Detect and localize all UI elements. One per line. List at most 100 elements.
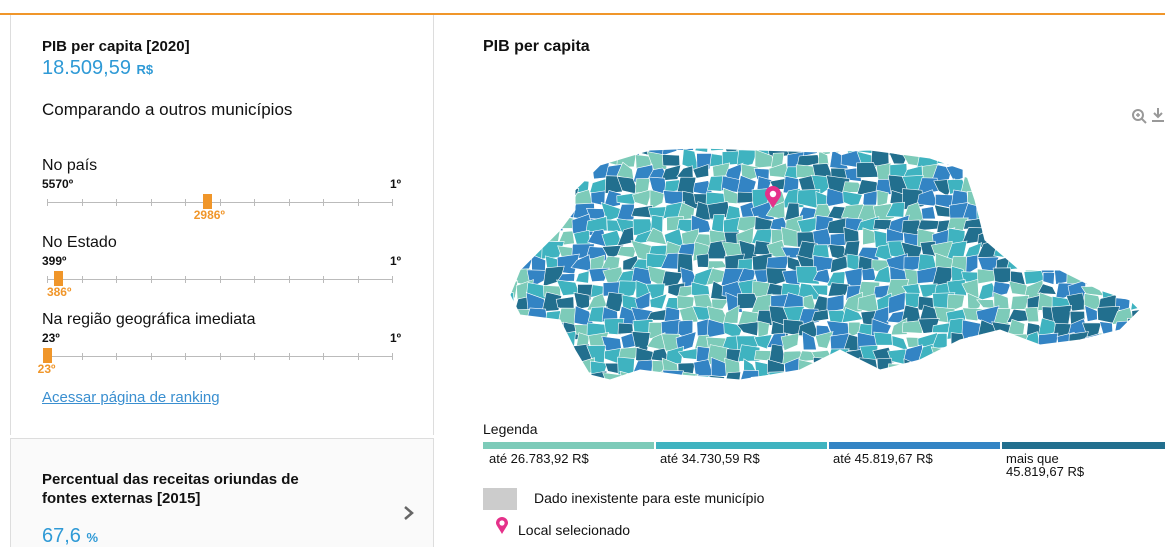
state-border — [509, 147, 1141, 381]
legend-label: até 26.783,92 R$ — [489, 451, 589, 466]
municipality — [1112, 361, 1134, 378]
map[interactable] — [500, 140, 1150, 400]
municipality — [530, 345, 545, 365]
slider-tick — [357, 199, 359, 206]
municipality — [1127, 149, 1140, 171]
municipality — [1146, 164, 1150, 183]
municipality — [937, 357, 954, 377]
municipality — [965, 254, 979, 276]
municipality — [812, 357, 832, 378]
chevron[interactable] — [402, 505, 416, 521]
municipality — [916, 372, 940, 380]
slider-tick — [254, 276, 255, 283]
legend-swatch — [656, 442, 827, 449]
municipality — [1065, 241, 1090, 262]
municipality — [901, 319, 923, 334]
municipality — [1051, 363, 1075, 377]
municipality — [1052, 345, 1075, 361]
municipality — [510, 230, 519, 243]
municipality — [1036, 178, 1059, 197]
municipality — [513, 390, 533, 400]
municipality — [676, 242, 698, 257]
municipality — [1143, 140, 1150, 153]
municipality — [906, 385, 918, 400]
map-tools[interactable] — [1128, 104, 1165, 126]
slider-tick — [116, 353, 117, 360]
next-indicator-panel[interactable] — [10, 438, 434, 547]
ranking-position: 2986º — [193, 208, 225, 222]
municipality — [511, 370, 535, 380]
municipality — [1126, 357, 1140, 377]
municipality — [991, 331, 1016, 351]
municipality — [736, 321, 759, 337]
municipality — [1082, 148, 1104, 152]
municipality — [757, 320, 770, 338]
municipality — [963, 343, 980, 366]
municipality — [963, 388, 984, 400]
municipality — [995, 226, 1014, 247]
municipality — [514, 164, 534, 184]
slider-tick — [392, 276, 393, 283]
municipality — [1111, 369, 1134, 380]
municipality — [546, 371, 563, 380]
municipality — [934, 373, 954, 380]
municipality — [1008, 347, 1027, 363]
municipality — [1021, 189, 1042, 210]
municipality — [1066, 349, 1090, 366]
municipality — [526, 161, 546, 184]
slider-tick — [116, 199, 117, 206]
legend-label: mais que 45.819,67 R$ — [1006, 451, 1085, 479]
municipality — [1098, 357, 1115, 379]
municipality — [736, 149, 758, 169]
municipality — [1084, 384, 1101, 400]
municipality — [510, 245, 534, 259]
municipality — [602, 148, 625, 157]
municipality — [544, 214, 564, 232]
municipality — [931, 322, 953, 333]
municipality — [728, 385, 741, 400]
municipality — [1010, 372, 1026, 380]
municipality — [571, 148, 596, 169]
slider-tick — [392, 353, 393, 360]
slider-tick — [81, 353, 83, 360]
municipality — [711, 387, 729, 400]
municipality — [513, 357, 535, 375]
municipality — [616, 246, 637, 258]
municipality — [512, 188, 532, 209]
municipality — [547, 347, 565, 362]
no-data-label: Dado inexistente para este município — [534, 490, 765, 506]
municipality — [1052, 175, 1075, 193]
legend-swatch — [1002, 442, 1165, 449]
municipality — [856, 216, 880, 231]
municipality — [1127, 269, 1140, 282]
municipality — [1142, 221, 1150, 230]
municipality — [951, 148, 965, 156]
municipality — [1024, 205, 1044, 217]
slider-tick — [150, 276, 152, 283]
municipality — [991, 348, 1015, 362]
municipality — [575, 148, 591, 157]
municipality — [1112, 266, 1131, 287]
municipality — [841, 370, 864, 380]
municipality — [876, 189, 889, 207]
legend-title: Legenda — [483, 421, 538, 437]
municipality — [634, 291, 651, 311]
municipality — [967, 292, 983, 313]
municipality — [1056, 231, 1073, 246]
municipality — [1148, 228, 1150, 244]
municipality — [1024, 176, 1041, 195]
municipality — [1082, 229, 1106, 249]
municipality — [1008, 148, 1029, 152]
municipality — [707, 148, 729, 152]
legend-label: até 45.819,67 R$ — [833, 451, 933, 466]
municipality — [891, 335, 909, 352]
municipality — [512, 148, 531, 167]
ranking-link[interactable]: Acessar página de ranking — [42, 389, 220, 406]
municipality — [525, 154, 549, 170]
municipality — [515, 214, 534, 234]
municipality — [559, 162, 578, 182]
municipality — [979, 383, 997, 400]
municipality — [1070, 148, 1088, 154]
municipality — [847, 386, 859, 399]
municipality — [617, 322, 634, 335]
